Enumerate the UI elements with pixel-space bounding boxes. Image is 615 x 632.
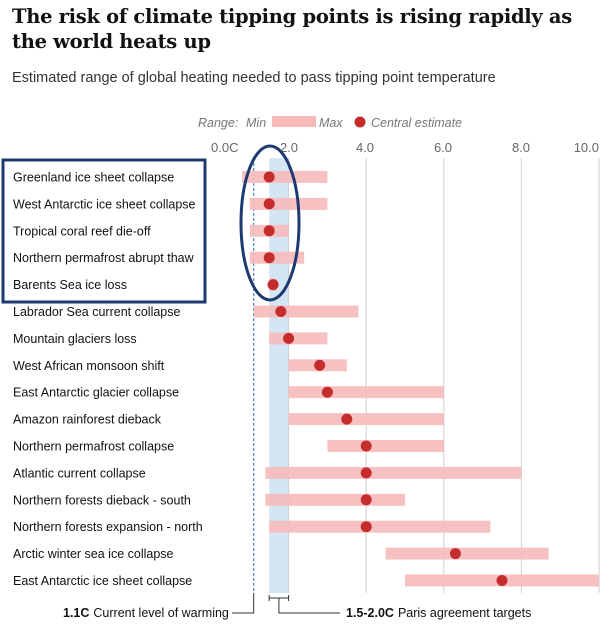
x-tick-label: 8.0 <box>512 140 530 155</box>
x-tick-label: 2.0 <box>280 140 298 155</box>
category-label: Amazon rainforest dieback <box>13 413 162 427</box>
category-label: West African monsoon shift <box>13 359 165 373</box>
central-estimate-dot <box>314 359 326 371</box>
central-estimate-dot <box>496 575 508 586</box>
category-label: Arctic winter sea ice collapse <box>13 547 174 561</box>
category-label: Northern permafrost collapse <box>13 440 174 454</box>
current-warming-leader <box>232 593 255 614</box>
range-bar <box>385 547 549 560</box>
central-estimate-dot <box>341 413 353 425</box>
current-warming-value: 1.1C <box>63 606 89 620</box>
x-tick-label: 0.0C <box>211 140 238 155</box>
central-estimate-dot <box>263 252 275 264</box>
legend-central-dot <box>354 116 366 128</box>
central-estimate-dot <box>360 494 372 506</box>
central-estimate-dot <box>360 440 372 452</box>
legend-range-label: Range: <box>198 116 238 130</box>
paris-value: 1.5-2.0C <box>346 606 394 620</box>
annotations: 1.1C Current level of warming 1.5-2.0C Par… <box>63 593 531 620</box>
category-label: Tropical coral reef die-off <box>13 224 151 238</box>
central-estimate-dot <box>321 386 333 398</box>
central-estimate-dot <box>360 521 372 533</box>
x-tick-label: 6.0 <box>434 140 452 155</box>
range-bars <box>242 171 599 587</box>
x-axis: 0.0C 2.0 4.0 6.0 8.0 10.0 <box>211 140 599 155</box>
legend-max-label: Max <box>319 116 343 130</box>
range-bar <box>249 251 305 264</box>
highlight-ellipse <box>239 144 301 302</box>
category-label: Mountain glaciers loss <box>13 332 137 346</box>
paris-text: Paris agreement targets <box>398 606 531 620</box>
legend-min-label: Min <box>246 116 266 130</box>
x-tick-label: 4.0 <box>356 140 374 155</box>
range-bar <box>269 332 328 345</box>
range-bar <box>265 466 522 479</box>
category-label: Barents Sea ice loss <box>13 278 127 292</box>
paris-annotation: 1.5-2.0C Paris agreement targets <box>346 606 531 620</box>
paris-leader <box>268 595 340 614</box>
legend: Range: Min Max Central estimate <box>198 116 462 130</box>
x-tick-label: 10.0 <box>574 140 599 155</box>
central-estimate-dot <box>267 279 279 291</box>
category-label: Northern forests expansion - north <box>13 520 203 534</box>
range-bar <box>242 171 328 183</box>
range-bar <box>288 413 444 426</box>
current-warming-annotation: 1.1C Current level of warming <box>63 606 229 620</box>
range-bar <box>269 520 491 533</box>
central-estimates <box>263 171 508 586</box>
category-label: Northern forests dieback - south <box>13 493 191 507</box>
category-label: Greenland ice sheet collapse <box>13 171 174 185</box>
central-estimate-dot <box>283 332 295 344</box>
legend-range-swatch <box>272 116 316 127</box>
central-estimate-dot <box>263 225 275 237</box>
current-warming-text: Current level of warming <box>93 606 229 620</box>
range-bar <box>253 305 359 318</box>
central-estimate-dot <box>360 467 372 479</box>
range-bar <box>265 493 405 506</box>
central-estimate-dot <box>449 548 461 560</box>
range-bar <box>249 197 328 210</box>
category-label: West Antarctic ice sheet collapse <box>13 197 196 211</box>
chart-title: The risk of climate tipping points is ri… <box>12 5 572 53</box>
category-label: Labrador Sea current collapse <box>13 305 181 319</box>
paris-target-band <box>269 158 289 593</box>
highlight-box <box>1 158 207 304</box>
category-label: East Antarctic glacier collapse <box>13 386 179 400</box>
legend-central-label: Central estimate <box>371 116 462 130</box>
category-label: Atlantic current collapse <box>13 466 146 480</box>
category-labels: Greenland ice sheet collapse West Antarct… <box>13 171 203 589</box>
range-bar <box>288 386 444 399</box>
range-bar <box>327 440 444 452</box>
category-label: East Antarctic ice sheet collapse <box>13 574 192 588</box>
central-estimate-dot <box>275 306 287 317</box>
category-label: Northern permafrost abrupt thaw <box>13 251 195 265</box>
central-estimate-dot <box>263 171 275 183</box>
chart-subtitle: Estimated range of global heating needed… <box>12 70 496 86</box>
central-estimate-dot <box>263 198 275 210</box>
